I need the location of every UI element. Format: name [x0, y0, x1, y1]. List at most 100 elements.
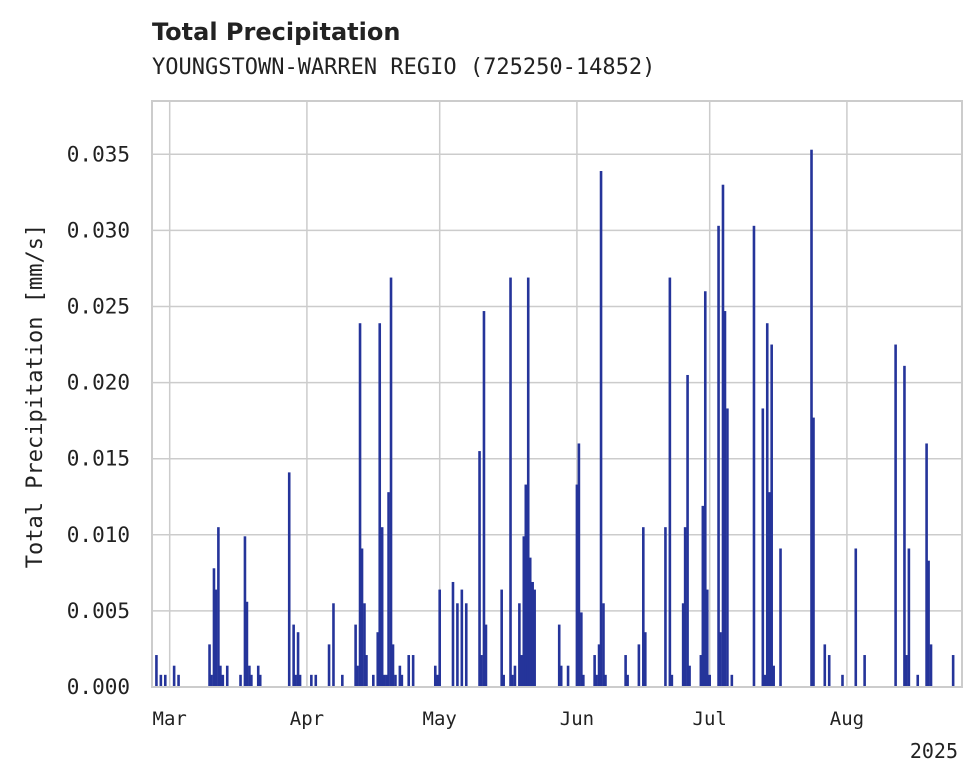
- precip-bar: [456, 603, 459, 687]
- precip-bar: [624, 655, 627, 687]
- precip-bar: [177, 674, 180, 687]
- precip-bar: [681, 603, 685, 687]
- precip-bar: [221, 674, 225, 687]
- precip-bar: [765, 323, 769, 687]
- precip-bar: [243, 536, 247, 687]
- precip-bar: [730, 674, 734, 687]
- precip-bar: [389, 277, 393, 687]
- precip-bar: [770, 344, 773, 687]
- x-tick-label: Jul: [693, 708, 727, 730]
- precip-bar: [372, 674, 375, 687]
- precip-bar: [683, 527, 687, 687]
- precip-bar: [163, 674, 167, 687]
- precip-bar: [670, 674, 674, 687]
- precip-bar: [363, 603, 366, 687]
- precip-bar: [435, 674, 439, 687]
- y-tick-labels: 0.000 0.005 0.010 0.015 0.020 0.025 0.030 0.035: [67, 142, 130, 699]
- precip-bar: [478, 451, 481, 687]
- precip-bar: [327, 644, 331, 687]
- x-tick-labels: Mar Apr May Jun Jul Aug: [153, 708, 865, 730]
- x-tick-label: May: [423, 708, 457, 730]
- precip-bar: [394, 674, 397, 687]
- precip-bar: [341, 674, 344, 687]
- precip-bar: [500, 589, 503, 687]
- precip-bar: [531, 581, 534, 687]
- precip-bar: [433, 665, 437, 687]
- precip-bar: [482, 311, 486, 687]
- precip-bar: [559, 665, 563, 687]
- precip-bar: [925, 443, 928, 687]
- bar-series: [155, 149, 955, 688]
- precip-bar: [703, 291, 707, 687]
- precip-bar: [686, 374, 689, 687]
- precip-bar: [520, 655, 523, 687]
- chart-title: Total Precipitation: [152, 18, 400, 46]
- precip-bar: [717, 225, 720, 687]
- precip-bar: [664, 527, 667, 687]
- precip-bar: [533, 589, 536, 687]
- precip-bar: [779, 548, 782, 687]
- precip-bar: [451, 581, 455, 687]
- precip-bar: [155, 655, 158, 687]
- precip-bar: [400, 674, 404, 687]
- precip-bar: [903, 365, 906, 687]
- precip-bar: [332, 603, 335, 687]
- precip-bar: [763, 674, 767, 687]
- precip-bar: [626, 674, 629, 687]
- precip-bar: [407, 655, 411, 687]
- precip-bar: [212, 568, 216, 687]
- precip-bar: [705, 589, 709, 687]
- precip-bar: [916, 674, 920, 687]
- precip-bar: [772, 665, 775, 687]
- precip-bar: [356, 665, 359, 687]
- plot-frame: [151, 100, 963, 688]
- precip-bar: [208, 644, 211, 687]
- precip-bar: [464, 603, 468, 687]
- precip-bar: [524, 484, 528, 687]
- precip-bar: [438, 589, 442, 687]
- precip-bar: [701, 505, 705, 687]
- precip-bar: [376, 632, 380, 687]
- precip-bar: [292, 624, 295, 687]
- x-tick-label: Apr: [290, 708, 324, 730]
- precip-bar: [951, 655, 955, 687]
- precip-bar: [557, 624, 561, 687]
- precip-bar: [841, 674, 844, 687]
- precip-bar: [518, 603, 521, 687]
- precip-bar: [250, 674, 253, 687]
- precip-bar: [509, 277, 512, 687]
- precip-bar: [354, 624, 357, 687]
- precip-bar: [699, 655, 703, 687]
- precip-bar: [296, 632, 300, 687]
- precip-bar: [723, 311, 727, 687]
- chart-subtitle: YOUNGSTOWN-WARREN REGIO (725250-14852): [152, 55, 655, 80]
- precip-bar: [365, 655, 368, 687]
- precip-bar: [513, 665, 517, 687]
- precip-bar: [411, 655, 415, 687]
- precip-bar: [905, 655, 908, 687]
- precip-bar: [210, 674, 213, 687]
- precip-bar: [726, 408, 729, 687]
- precip-bar: [719, 632, 722, 687]
- precip-bar: [358, 323, 362, 687]
- precip-bar: [310, 674, 313, 687]
- y-axis-label: Total Precipitation [mm/s]: [23, 224, 48, 568]
- precip-bar: [391, 644, 395, 687]
- precip-bar: [637, 644, 641, 687]
- precip-bar: [380, 527, 384, 687]
- precip-bar: [258, 674, 262, 687]
- precip-bar: [526, 277, 530, 687]
- precip-bar: [602, 603, 605, 687]
- precip-bar: [642, 527, 645, 687]
- precip-bar: [566, 665, 570, 687]
- precip-bar: [721, 184, 725, 687]
- precip-bar: [172, 665, 176, 687]
- precip-bar: [597, 644, 601, 687]
- precip-bar: [298, 674, 302, 687]
- precip-bar: [599, 171, 603, 688]
- precip-bar: [256, 665, 260, 687]
- x-axis-year-label: 2025: [910, 739, 958, 763]
- precip-bar: [287, 472, 291, 687]
- precip-bar: [219, 665, 222, 687]
- x-tick-label: Aug: [830, 708, 864, 730]
